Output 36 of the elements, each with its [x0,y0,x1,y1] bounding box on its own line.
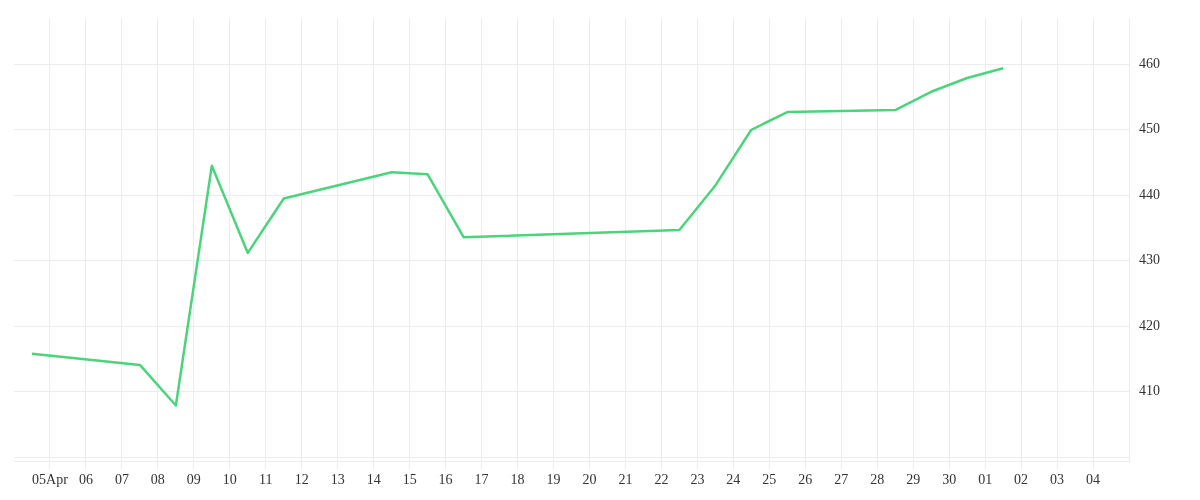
x-tick-label: 01 [978,472,993,488]
x-tick-label: 17 [474,472,489,488]
x-tick-label: 28 [870,472,885,488]
x-tick-label: 26 [798,472,813,488]
x-tick-label: 14 [366,472,381,488]
x-tick-label: 20 [582,472,597,488]
x-tick-label: 22 [654,472,669,488]
x-tick-label: 03 [1050,472,1065,488]
x-tick-label: 09 [186,472,201,488]
y-tick-label: 410 [1139,383,1160,399]
x-tick-label: 11 [259,472,273,488]
x-tick-label: 27 [834,472,849,488]
x-tick-label: 23 [690,472,705,488]
x-tick-label: 06 [78,472,93,488]
x-tick-label: 19 [546,472,561,488]
x-tick-label: 29 [906,472,921,488]
x-tick-label: 21 [618,472,633,488]
x-tick-label: 10 [222,472,237,488]
x-tick-label: 18 [510,472,525,488]
x-tick-label: 12 [294,472,309,488]
y-tick-label: 420 [1139,317,1160,333]
x-tick-label: 07 [114,472,129,488]
y-tick-label: 460 [1139,55,1160,71]
x-tick-label: 24 [726,472,741,488]
x-tick-label: 16 [438,472,453,488]
x-tick-label: 30 [942,472,957,488]
x-tick-label: 02 [1014,472,1029,488]
y-tick-label: 440 [1139,186,1160,202]
y-tick-label: 430 [1139,252,1160,268]
x-tick-label: 13 [330,472,345,488]
x-tick-label: 05Apr [32,472,69,488]
x-tick-label: 04 [1086,472,1101,488]
y-tick-label: 450 [1139,121,1160,137]
x-tick-label: 08 [150,472,165,488]
x-tick-label: 25 [762,472,777,488]
x-tick-label: 15 [402,472,417,488]
